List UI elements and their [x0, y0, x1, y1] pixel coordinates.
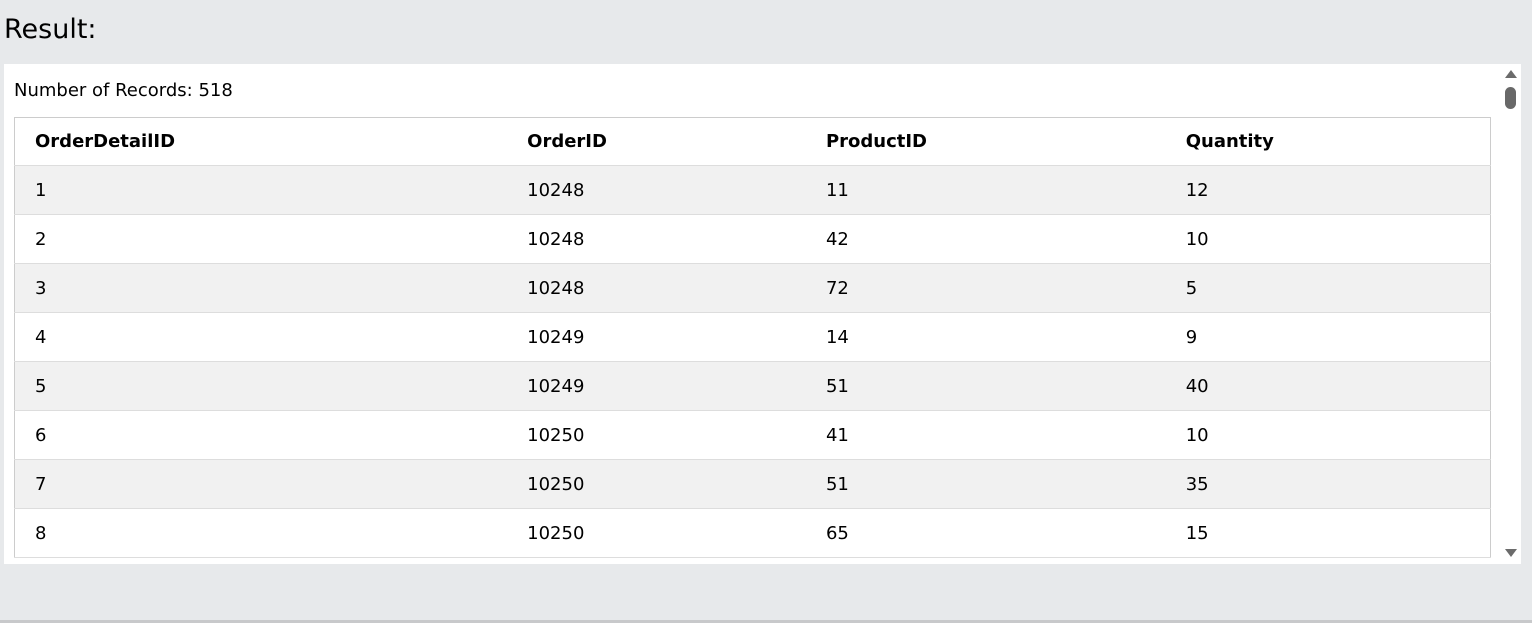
- column-header-quantity: Quantity: [1165, 117, 1491, 166]
- cell-quantity: 12: [1185, 179, 1209, 201]
- result-title: Result:: [4, 14, 97, 45]
- cell-productid: 51: [825, 473, 849, 495]
- table-row: 8 10250 65 15: [14, 508, 1491, 558]
- column-header-orderid: OrderID: [507, 117, 806, 166]
- table-row: 5 10249 51 40: [14, 361, 1491, 411]
- cell-orderid: 10249: [527, 326, 585, 348]
- scrollbar-thumb[interactable]: [1505, 87, 1516, 109]
- column-header-orderdetailid: OrderDetailID: [14, 117, 508, 166]
- cell-quantity: 10: [1185, 424, 1209, 446]
- cell-orderid: 10249: [527, 375, 585, 397]
- scroll-down-arrow-icon[interactable]: [1505, 549, 1517, 557]
- cell-orderid: 10250: [527, 473, 585, 495]
- cell-orderdetailid: 8: [35, 522, 47, 544]
- cell-quantity: 15: [1185, 522, 1209, 544]
- results-table: OrderDetailID OrderID ProductID Quantity…: [14, 117, 1491, 558]
- cell-orderdetailid: 5: [35, 375, 47, 397]
- cell-orderid: 10248: [527, 179, 585, 201]
- cell-orderdetailid: 6: [35, 424, 47, 446]
- cell-productid: 42: [825, 228, 849, 250]
- bottom-divider: [0, 620, 1532, 623]
- cell-orderid: 10250: [527, 424, 585, 446]
- results-table-wrapper: OrderDetailID OrderID ProductID Quantity…: [14, 117, 1491, 558]
- cell-productid: 41: [825, 424, 849, 446]
- cell-orderdetailid: 3: [35, 277, 47, 299]
- cell-orderdetailid: 2: [35, 228, 47, 250]
- table-row: 2 10248 42 10: [14, 214, 1491, 264]
- table-row: 7 10250 51 35: [14, 459, 1491, 509]
- cell-orderdetailid: 4: [35, 326, 47, 348]
- column-header-productid: ProductID: [805, 117, 1166, 166]
- cell-orderid: 10248: [527, 277, 585, 299]
- scroll-up-arrow-icon[interactable]: [1505, 70, 1517, 78]
- cell-orderdetailid: 1: [35, 179, 47, 201]
- table-row: 3 10248 72 5: [14, 263, 1491, 313]
- cell-quantity: 35: [1185, 473, 1209, 495]
- cell-quantity: 9: [1185, 326, 1198, 348]
- cell-orderdetailid: 7: [35, 473, 47, 495]
- table-row: 1 10248 11 12: [14, 165, 1491, 215]
- vertical-scrollbar[interactable]: [1501, 64, 1521, 564]
- cell-orderid: 10248: [527, 228, 585, 250]
- result-panel: Number of Records: 518 OrderDetailID Ord…: [4, 64, 1521, 564]
- cell-quantity: 40: [1185, 375, 1209, 397]
- table-header-row: OrderDetailID OrderID ProductID Quantity: [14, 117, 1491, 166]
- cell-quantity: 10: [1185, 228, 1209, 250]
- table-row: 6 10250 41 10: [14, 410, 1491, 460]
- cell-productid: 51: [825, 375, 849, 397]
- cell-productid: 65: [825, 522, 849, 544]
- cell-productid: 14: [825, 326, 849, 348]
- cell-quantity: 5: [1185, 277, 1198, 299]
- cell-orderid: 10250: [527, 522, 585, 544]
- record-count: Number of Records: 518: [14, 80, 233, 101]
- cell-productid: 72: [825, 277, 849, 299]
- table-row: 4 10249 14 9: [14, 312, 1491, 362]
- cell-productid: 11: [825, 179, 849, 201]
